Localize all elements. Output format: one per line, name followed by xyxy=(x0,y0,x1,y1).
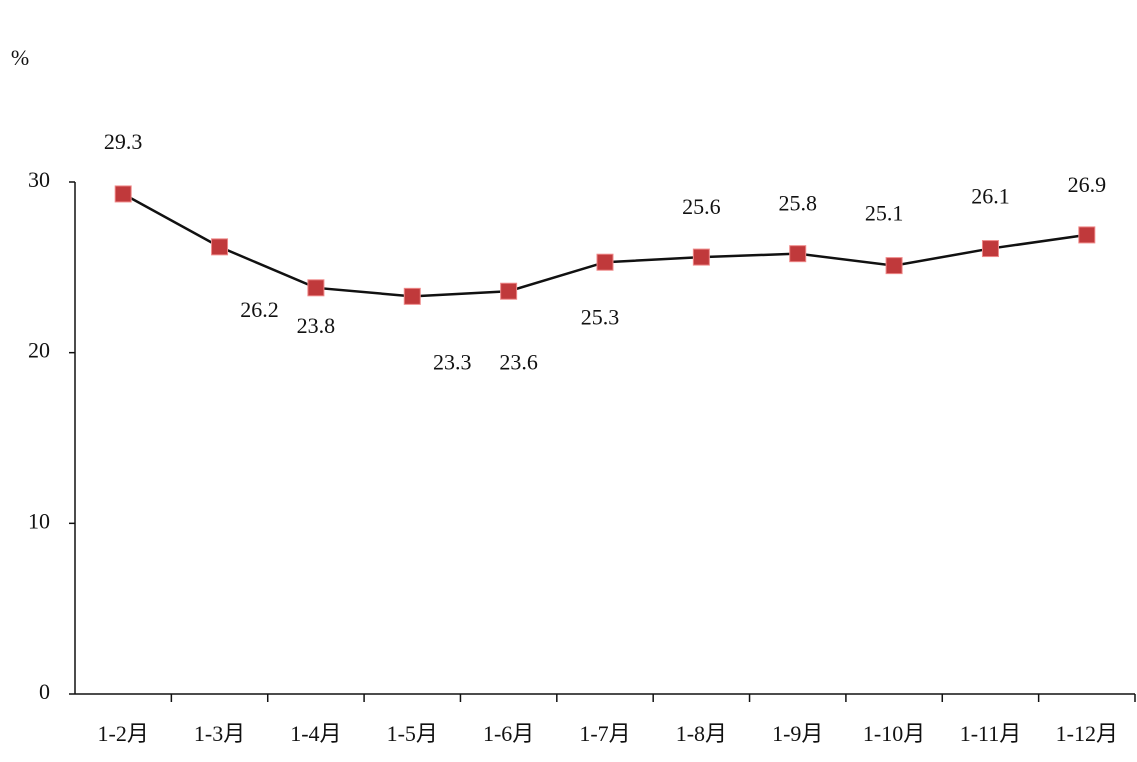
data-label: 25.6 xyxy=(682,194,721,219)
data-line xyxy=(122,192,1087,298)
marker xyxy=(692,248,710,266)
marker xyxy=(211,238,229,256)
y-tick-label: 10 xyxy=(28,508,50,533)
marker xyxy=(789,245,807,263)
marker xyxy=(500,282,518,300)
marker xyxy=(885,257,903,275)
data-label: 26.1 xyxy=(971,184,1010,209)
marker xyxy=(981,240,999,258)
x-tick-label: 1-10月 xyxy=(863,721,925,746)
marker xyxy=(596,253,614,271)
data-label: 26.9 xyxy=(1068,172,1107,197)
unit-label: % xyxy=(11,45,29,70)
x-tick-label: 1-5月 xyxy=(387,721,438,746)
marker xyxy=(114,185,132,203)
data-label: 26.2 xyxy=(240,297,279,322)
marker xyxy=(1078,226,1096,244)
x-tick-label: 1-12月 xyxy=(1056,721,1118,746)
data-label: 25.3 xyxy=(581,304,620,329)
data-label: 29.3 xyxy=(104,129,143,154)
marker xyxy=(307,279,325,297)
x-tick-label: 1-8月 xyxy=(676,721,727,746)
marker xyxy=(403,287,421,305)
data-label: 25.1 xyxy=(865,201,904,226)
x-tick-label: 1-6月 xyxy=(483,721,534,746)
y-tick-label: 0 xyxy=(39,679,50,704)
y-tick-label: 30 xyxy=(28,167,50,192)
x-tick-label: 1-9月 xyxy=(772,721,823,746)
x-tick-label: 1-2月 xyxy=(98,721,149,746)
data-label: 23.3 xyxy=(433,349,472,374)
x-tick-label: 1-4月 xyxy=(290,721,341,746)
data-label: 25.8 xyxy=(778,191,817,216)
x-tick-label: 1-7月 xyxy=(579,721,630,746)
data-label: 23.6 xyxy=(499,349,538,374)
x-tick-label: 1-11月 xyxy=(960,721,1022,746)
y-tick-label: 20 xyxy=(28,338,50,363)
x-tick-label: 1-3月 xyxy=(194,721,245,746)
data-label: 23.8 xyxy=(297,313,336,338)
